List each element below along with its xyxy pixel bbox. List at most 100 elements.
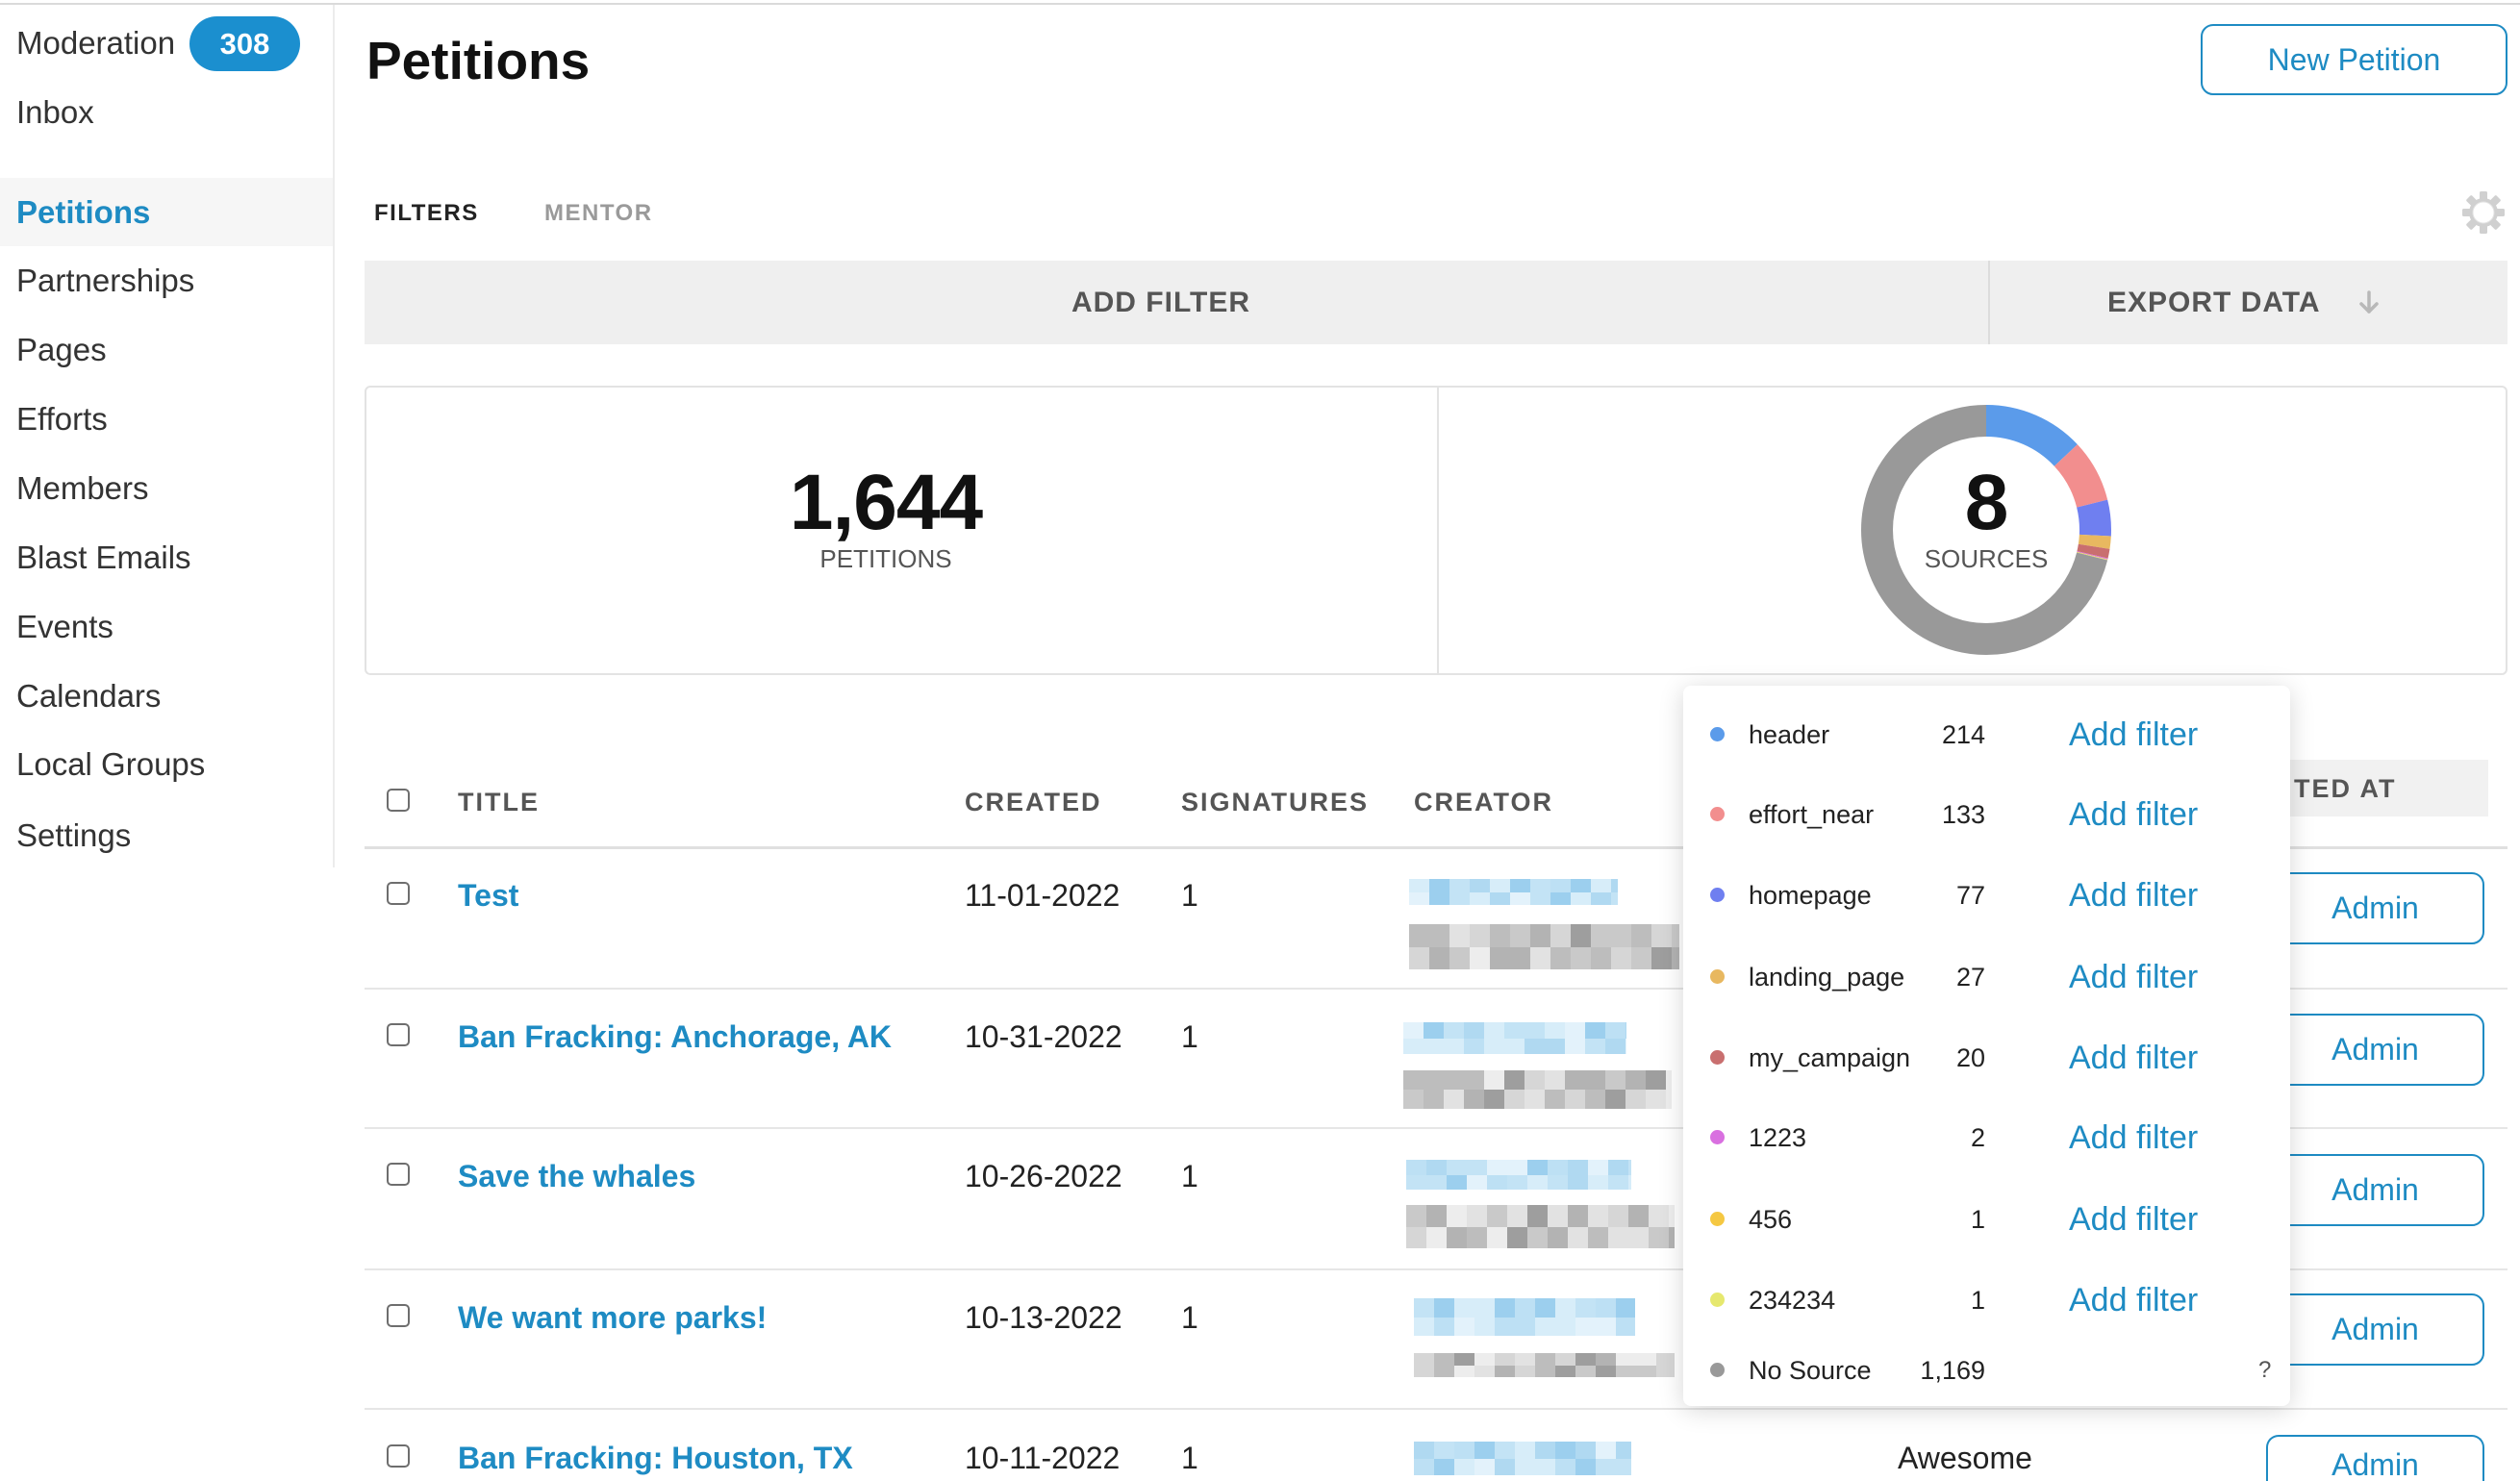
sidebar-item-local-groups[interactable]: Local Groups <box>16 746 206 782</box>
redaction-pixel <box>1510 924 1530 947</box>
redaction-pixel <box>1495 1298 1515 1318</box>
sidebar-item-events[interactable]: Events <box>16 609 113 644</box>
tab-mentor[interactable]: MENTOR <box>544 200 653 226</box>
admin-button[interactable]: Admin <box>2266 1154 2484 1226</box>
admin-button[interactable]: Admin <box>2266 1293 2484 1366</box>
sidebar-item-efforts[interactable]: Efforts <box>16 401 108 437</box>
add-filter-button[interactable]: ADD FILTER <box>1071 287 1251 318</box>
redaction-pixel <box>1611 892 1618 905</box>
arrow-down-icon[interactable] <box>2356 289 2382 316</box>
add-filter-link[interactable]: Add filter <box>2069 1282 2199 1318</box>
sidebar-active-highlight <box>0 178 333 246</box>
add-filter-link[interactable]: Add filter <box>2069 1040 2199 1076</box>
redaction-pixel <box>1409 924 1429 947</box>
redaction-pixel <box>1424 1022 1444 1039</box>
column-header-signatures[interactable]: SIGNATURES <box>1181 788 1370 816</box>
sidebar-item-moderation[interactable]: Moderation <box>16 25 176 61</box>
column-header-creator[interactable]: CREATOR <box>1414 788 1554 816</box>
creator-name-redacted <box>1414 1442 1631 1475</box>
row-checkbox[interactable] <box>387 1163 410 1186</box>
row-divider <box>365 1268 2507 1270</box>
export-data-button[interactable]: EXPORT DATA <box>2107 287 2321 318</box>
add-filter-link[interactable]: Add filter <box>2069 959 2199 995</box>
redaction-pixel <box>1666 1090 1672 1109</box>
donut-segment-no-source[interactable] <box>1861 405 2111 655</box>
petition-title-link[interactable]: Ban Fracking: Anchorage, AK <box>458 1019 893 1054</box>
sidebar-item-petitions[interactable]: Petitions <box>16 194 151 230</box>
row-checkbox[interactable] <box>387 1304 410 1327</box>
row-checkbox[interactable] <box>387 1444 410 1468</box>
redaction-pixel <box>1490 947 1510 969</box>
redaction-pixel <box>1474 1459 1495 1475</box>
help-icon[interactable]: ? <box>2258 1357 2272 1383</box>
add-filter-link[interactable]: Add filter <box>2069 1119 2199 1156</box>
row-checkbox[interactable] <box>387 1023 410 1046</box>
add-filter-link[interactable]: Add filter <box>2069 1201 2199 1238</box>
moderation-count-badge[interactable]: 308 <box>189 16 300 71</box>
redaction-pixel <box>1424 1070 1444 1090</box>
select-all-checkbox[interactable] <box>387 789 410 812</box>
redaction-pixel <box>1525 1090 1545 1109</box>
tab-filters[interactable]: FILTERS <box>374 200 479 226</box>
petition-title-link[interactable]: Test <box>458 878 519 913</box>
column-header-created[interactable]: CREATED <box>965 788 1102 816</box>
redaction-pixel <box>1608 1160 1628 1175</box>
add-filter-link[interactable]: Add filter <box>2069 796 2199 833</box>
sidebar-item-pages[interactable]: Pages <box>16 332 107 367</box>
column-header-title[interactable]: TITLE <box>458 788 540 816</box>
created-date: 11-01-2022 <box>965 878 1121 913</box>
petition-title-link[interactable]: Ban Fracking: Houston, TX <box>458 1441 853 1475</box>
redaction-pixel <box>1449 892 1470 905</box>
admin-button[interactable]: Admin <box>2266 1014 2484 1086</box>
redaction-pixel <box>1444 1090 1464 1109</box>
redaction-pixel <box>1575 1318 1596 1336</box>
row-checkbox[interactable] <box>387 882 410 905</box>
redaction-pixel <box>1611 947 1631 969</box>
sidebar-item-blast-emails[interactable]: Blast Emails <box>16 540 191 575</box>
creator-email-redacted <box>1406 1205 1675 1248</box>
petition-title-link[interactable]: Save the whales <box>458 1159 696 1193</box>
redaction-pixel <box>1548 1205 1568 1227</box>
redaction-pixel <box>1470 947 1490 969</box>
creator-email-redacted <box>1409 924 1679 969</box>
source-name: header <box>1749 720 1830 749</box>
legend-dot <box>1710 1363 1725 1377</box>
row-divider <box>365 1408 2507 1410</box>
new-petition-button[interactable]: New Petition <box>2201 24 2507 95</box>
row-divider <box>365 988 2507 990</box>
admin-button[interactable]: Admin <box>2266 1435 2484 1481</box>
redaction-pixel <box>1555 1353 1575 1366</box>
redaction-pixel <box>1649 1205 1669 1227</box>
redaction-pixel <box>1605 1039 1625 1054</box>
redaction-pixel <box>1568 1205 1588 1227</box>
sidebar-item-settings[interactable]: Settings <box>16 817 132 853</box>
redaction-pixel <box>1504 1090 1525 1109</box>
redaction-pixel <box>1434 1318 1454 1336</box>
sources-donut-chart[interactable] <box>1852 395 2121 665</box>
add-filter-link[interactable]: Add filter <box>2069 716 2199 753</box>
redaction-pixel <box>1434 1298 1454 1318</box>
source-count: 1 <box>1970 1205 1985 1234</box>
sidebar-item-members[interactable]: Members <box>16 470 149 506</box>
redaction-pixel <box>1429 924 1449 947</box>
sidebar-item-calendars[interactable]: Calendars <box>16 678 162 714</box>
redaction-pixel <box>1414 1442 1434 1459</box>
column-header-updated[interactable]: TED AT <box>2294 774 2397 803</box>
redaction-pixel <box>1484 1090 1504 1109</box>
table-header-border <box>365 846 2507 849</box>
donut-segment-homepage[interactable] <box>1861 405 2111 655</box>
gear-icon[interactable] <box>2461 190 2506 235</box>
redaction-pixel <box>1444 1022 1464 1039</box>
redaction-pixel <box>1568 1160 1588 1175</box>
admin-button[interactable]: Admin <box>2266 872 2484 944</box>
sidebar-item-partnerships[interactable]: Partnerships <box>16 263 195 298</box>
petition-title-link[interactable]: We want more parks! <box>458 1300 768 1335</box>
redaction-pixel <box>1515 1442 1535 1459</box>
redaction-pixel <box>1646 1070 1666 1090</box>
redaction-pixel <box>1545 1039 1565 1054</box>
add-filter-link[interactable]: Add filter <box>2069 877 2199 914</box>
redaction-pixel <box>1414 1353 1434 1366</box>
redaction-pixel <box>1530 947 1550 969</box>
redaction-pixel <box>1616 1353 1636 1366</box>
sidebar-item-inbox[interactable]: Inbox <box>16 94 94 130</box>
